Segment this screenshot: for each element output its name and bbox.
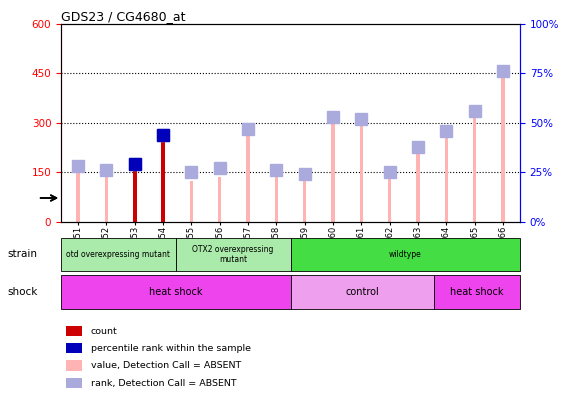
Bar: [133, 166, 137, 222]
Text: control: control: [345, 287, 379, 297]
Bar: [246, 129, 250, 222]
Bar: [66, 343, 82, 353]
Bar: [331, 118, 335, 222]
Bar: [189, 181, 193, 222]
Bar: [162, 133, 164, 222]
Bar: [76, 171, 80, 222]
Bar: [161, 133, 165, 222]
Text: count: count: [91, 327, 117, 335]
Bar: [66, 360, 82, 371]
Bar: [175, 238, 290, 271]
Bar: [61, 238, 175, 271]
Bar: [388, 172, 392, 222]
Bar: [303, 172, 306, 222]
Bar: [66, 378, 82, 388]
Text: GDS23 / CG4680_at: GDS23 / CG4680_at: [61, 10, 185, 23]
Text: strain: strain: [7, 249, 37, 259]
Bar: [473, 113, 476, 222]
Text: shock: shock: [7, 287, 37, 297]
Text: rank, Detection Call = ABSENT: rank, Detection Call = ABSENT: [91, 379, 236, 388]
Bar: [417, 146, 419, 222]
Text: heat shock: heat shock: [149, 287, 203, 297]
Text: value, Detection Call = ABSENT: value, Detection Call = ABSENT: [91, 362, 241, 370]
Bar: [132, 166, 137, 222]
Bar: [218, 177, 221, 222]
Text: OTX2 overexpressing
mutant: OTX2 overexpressing mutant: [192, 245, 274, 264]
Bar: [61, 275, 290, 309]
Bar: [275, 169, 278, 222]
Bar: [290, 238, 520, 271]
Bar: [66, 326, 82, 336]
Text: otd overexpressing mutant: otd overexpressing mutant: [66, 250, 170, 259]
Bar: [360, 120, 363, 222]
Bar: [290, 275, 434, 309]
Bar: [501, 73, 505, 222]
Bar: [444, 133, 448, 222]
Text: percentile rank within the sample: percentile rank within the sample: [91, 344, 251, 353]
Text: heat shock: heat shock: [450, 287, 504, 297]
Text: wildtype: wildtype: [389, 250, 422, 259]
Bar: [434, 275, 520, 309]
Bar: [105, 169, 108, 222]
